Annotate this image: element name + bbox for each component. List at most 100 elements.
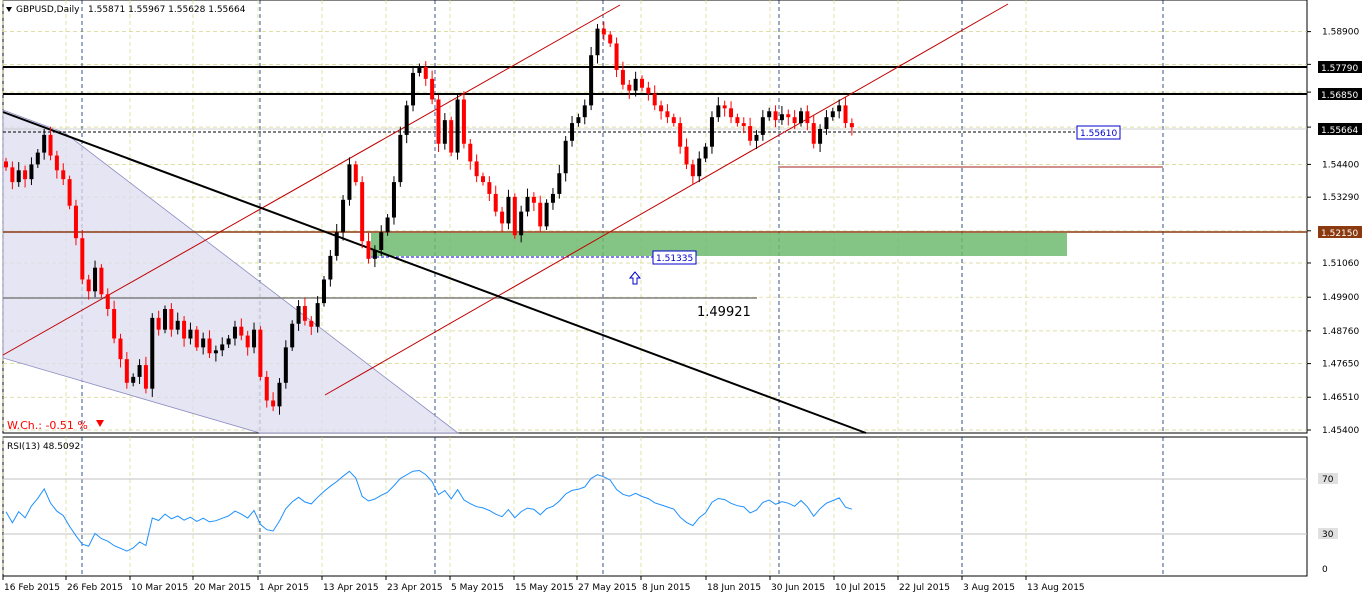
- candle-body: [550, 193, 555, 203]
- candle-body: [347, 164, 352, 200]
- candle-body: [538, 202, 543, 227]
- candle-body: [665, 111, 670, 118]
- candle-body: [156, 317, 161, 330]
- price-tag-1-5685: 1.56850: [1318, 88, 1362, 101]
- time-tick-label: 15 May 2015: [515, 583, 574, 593]
- time-axis: 16 Feb 2015 26 Feb 2015 10 Mar 2015 20 Mar …: [2, 576, 1085, 593]
- candle-body: [703, 146, 708, 159]
- channel-lower-line-1: [324, 3, 1009, 396]
- time-tick-label: 27 May 2015: [578, 583, 637, 593]
- candle-body: [741, 123, 746, 127]
- candle-body: [10, 167, 15, 183]
- price-tag-current: 1.55664: [1318, 123, 1362, 136]
- candle-body: [843, 105, 848, 124]
- candle-body: [589, 55, 594, 106]
- candle-body: [150, 317, 155, 389]
- candle-body: [487, 182, 492, 194]
- time-tick-label: 3 Aug 2015: [963, 583, 1015, 593]
- candle-body: [366, 241, 371, 259]
- candle-body: [35, 152, 40, 165]
- candle-body: [767, 111, 772, 118]
- candle-body: [86, 279, 91, 292]
- symbol-triangle-icon: [6, 7, 12, 12]
- price-tick-label: 1.46510: [1322, 393, 1359, 403]
- candle-body: [678, 123, 683, 147]
- candle-body: [372, 249, 377, 259]
- candle-body: [423, 67, 428, 79]
- candle-body: [239, 326, 244, 336]
- candle-body: [360, 182, 365, 242]
- candle-body: [455, 99, 460, 153]
- candle-body: [544, 202, 549, 227]
- rsi-axis-70: 70: [1322, 475, 1334, 485]
- time-tick-label: 13 Aug 2015: [1027, 583, 1085, 593]
- downtrend-line: [2, 111, 867, 434]
- candle-body: [143, 365, 148, 389]
- quote-label: 1.55871 1.55967 1.55628 1.55664: [88, 5, 246, 15]
- candle-body: [334, 232, 339, 256]
- time-tick-label: 5 May 2015: [451, 583, 504, 593]
- candle-body: [506, 196, 511, 224]
- candle-body: [29, 164, 34, 180]
- candle-body: [690, 164, 695, 177]
- candle-body: [131, 376, 136, 383]
- candle-body: [93, 267, 98, 292]
- candle-body: [818, 128, 823, 144]
- candle-body: [799, 111, 803, 124]
- candle-body: [296, 306, 301, 324]
- candle-body: [468, 143, 473, 162]
- candle-body: [137, 365, 142, 377]
- candle-body: [627, 84, 632, 91]
- rsi-axis-30: 30: [1322, 530, 1334, 540]
- candle-body: [404, 105, 409, 135]
- candle-body: [633, 78, 638, 91]
- candle-body: [118, 338, 123, 360]
- level-label-1-4992: 1.49921: [697, 305, 751, 320]
- candle-body: [436, 99, 441, 144]
- price-tick-label: 1.48760: [1322, 327, 1359, 337]
- candle-body: [722, 105, 727, 109]
- candle-body: [697, 158, 702, 177]
- candle-body: [188, 329, 193, 339]
- candle-body: [213, 350, 218, 354]
- candle-body: [461, 99, 466, 144]
- candle-body: [652, 93, 657, 106]
- candle-body: [201, 338, 206, 348]
- rsi-label: RSI(13) 48.5092: [7, 442, 80, 452]
- svg-text:1.57790: 1.57790: [1321, 64, 1358, 74]
- price-tag-1-5779: 1.57790: [1318, 61, 1362, 74]
- candle-body: [226, 338, 231, 345]
- candle-body: [283, 347, 288, 383]
- candle-body: [519, 211, 524, 236]
- candle-body: [309, 320, 314, 327]
- candle-body: [716, 105, 721, 118]
- time-tick-label: 20 Mar 2015: [194, 583, 251, 593]
- candle-body: [779, 114, 784, 121]
- candle-body: [67, 179, 72, 206]
- candle-body: [735, 117, 740, 124]
- candle-body: [411, 72, 416, 106]
- down-triangle-icon: [96, 420, 104, 427]
- candle-body: [245, 335, 250, 348]
- candle-body: [163, 309, 167, 330]
- candle-body: [73, 205, 78, 239]
- candle-body: [792, 117, 797, 124]
- candle-body: [837, 105, 842, 112]
- symbol-label: GBPUSD,Daily: [16, 5, 80, 15]
- rsi-30-tag: [1318, 528, 1338, 539]
- candle-body: [48, 134, 53, 156]
- candle-body: [290, 323, 295, 348]
- time-tick-label: 23 Apr 2015: [387, 583, 443, 593]
- candle-body: [614, 43, 619, 70]
- candle-body: [563, 140, 568, 174]
- weekly-change-label: W.Ch.: -0.51 %: [7, 419, 88, 432]
- support-label: 1.51335: [656, 254, 693, 264]
- time-tick-label: 18 Jun 2015: [707, 583, 761, 593]
- candle-body: [729, 108, 734, 118]
- candle-body: [99, 267, 104, 295]
- candle-body: [754, 134, 759, 141]
- candle-body: [773, 111, 778, 121]
- candle-body: [264, 376, 269, 401]
